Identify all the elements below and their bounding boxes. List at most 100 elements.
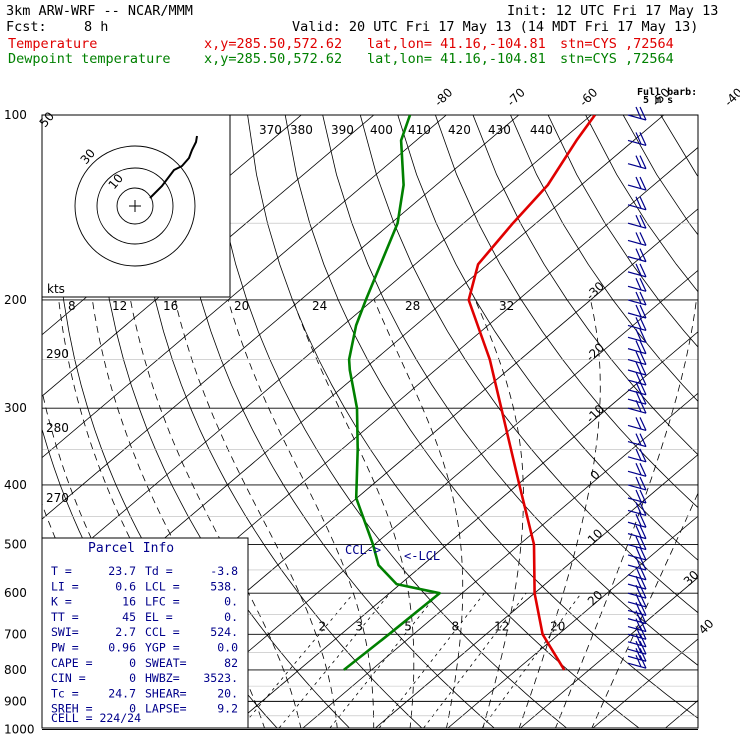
wind-barb-flag <box>639 390 647 405</box>
moist-adiabat-line <box>42 389 193 728</box>
model-title: 3km ARW-WRF -- NCAR/MMM <box>6 3 193 19</box>
wind-barb-flag <box>639 566 647 581</box>
parcel-value: 3523. <box>203 671 238 685</box>
ccl-annotation: CCL-> <box>345 543 381 557</box>
isotherm-label: -30 <box>583 279 607 303</box>
wind-barb-staff <box>627 521 647 528</box>
hodograph-speed-label: 12 <box>112 299 127 313</box>
wind-barb-staff <box>627 379 647 386</box>
wind-barb <box>627 514 647 528</box>
temperature-station: stn=CYS ,72564 <box>560 36 674 52</box>
theta-label: 420 <box>448 123 471 137</box>
wind-barb-flag <box>639 317 647 331</box>
wind-barb-flag <box>635 329 642 342</box>
wind-barb-flag <box>635 351 642 364</box>
mixing-ratio-line <box>278 592 391 728</box>
isotherm-line <box>42 115 447 459</box>
isotherm-label: 10 <box>585 526 606 547</box>
wind-barb-staff <box>627 239 647 247</box>
dewpoint-profile <box>343 115 441 671</box>
wind-barb-staff <box>627 285 647 292</box>
mixing-ratio-label: 3 <box>355 619 363 633</box>
parcel-label: SWI= <box>51 625 79 639</box>
hodograph-speed-label: 8 <box>68 299 76 313</box>
wind-barb-staff <box>627 509 647 516</box>
wind-barb-flag <box>635 476 642 489</box>
wind-barb-staff <box>627 543 647 551</box>
isotherm-label: 20 <box>585 588 606 609</box>
wind-barb-flag <box>639 304 647 319</box>
wind-barb-staff <box>627 407 647 414</box>
wind-barb-flag <box>639 556 647 571</box>
wind-barb-staff <box>627 456 647 463</box>
parcel-info-title: Parcel Info <box>88 541 174 556</box>
wind-barb <box>627 399 647 414</box>
wind-barb-flag <box>639 351 647 365</box>
wind-barb-flag <box>635 176 642 189</box>
mixing-ratio-line <box>240 592 354 728</box>
wind-barb-flag <box>639 176 647 191</box>
moist-adiabat-line <box>174 299 338 728</box>
wind-barb-flag <box>639 196 647 211</box>
parcel-label: LI = <box>51 579 79 593</box>
wind-barb-flag <box>635 448 642 461</box>
isotherm-line <box>302 392 698 728</box>
hodograph-speed-label: 16 <box>163 299 178 313</box>
wind-barb-flag <box>635 263 642 276</box>
wind-barb-staff <box>627 324 647 331</box>
wind-barb <box>627 654 647 669</box>
parcel-value: 0.0 <box>217 641 238 655</box>
dry-adiabat-line <box>660 115 698 178</box>
dry-adiabat-line <box>359 115 698 614</box>
wind-barb <box>627 476 647 491</box>
mixing-ratio-label: 5 <box>404 619 412 633</box>
dry-adiabat-line <box>547 115 698 348</box>
wind-barb <box>627 248 647 263</box>
wind-barb-flag <box>639 329 647 343</box>
theta-side-label: 280 <box>46 421 69 435</box>
theta-side-label: 270 <box>46 491 69 505</box>
barb-label-1: Full barb: <box>637 87 697 98</box>
wind-barb-staff <box>627 312 647 319</box>
hodograph-ring <box>96 167 174 245</box>
wind-barb-staff <box>627 348 647 355</box>
parcel-value: 0 <box>129 702 136 716</box>
wind-barb-flag <box>639 602 647 616</box>
wind-barb-flag <box>635 196 642 209</box>
wind-barb <box>627 232 647 247</box>
wind-barb-flag <box>635 546 642 559</box>
parcel-label: PW = <box>51 641 79 655</box>
parcel-value: 0. <box>224 595 238 609</box>
pressure-tick-label: 600 <box>4 586 27 600</box>
wind-barb <box>627 291 647 306</box>
wind-barb <box>627 371 647 386</box>
wind-barb-flag <box>639 626 647 640</box>
pressure-tick-label: 700 <box>4 627 27 641</box>
dewpoint-legend: Dewpoint temperature <box>8 51 171 67</box>
parcel-label: LFC = <box>145 595 180 609</box>
wind-barb <box>627 132 647 147</box>
init-time: Init: 12 UTC Fri 17 May 13 <box>507 3 719 19</box>
dry-adiabat-line <box>247 115 640 728</box>
wind-barb-flag <box>639 155 647 169</box>
parcel-label: LAPSE= <box>145 702 187 716</box>
parcel-value: 0.96 <box>108 641 136 655</box>
forecast-label: Fcst: <box>6 19 47 35</box>
wind-barb-staff <box>627 271 647 278</box>
wind-barb-flag <box>635 536 642 549</box>
dry-adiabat-line <box>284 115 698 719</box>
wind-barb <box>627 463 647 477</box>
wind-barb-flag <box>635 648 642 660</box>
parcel-label: SHEAR= <box>145 686 187 700</box>
wind-barb-flag <box>635 417 642 430</box>
wind-barb <box>627 214 647 229</box>
parcel-value: 538. <box>210 579 238 593</box>
moist-adiabat-line <box>518 299 601 728</box>
mixing-ratio-label: 20 <box>550 619 565 633</box>
barb-label-2: 5 m s <box>643 95 673 106</box>
isotherm-line <box>375 454 698 728</box>
theta-label: 440 <box>530 123 553 137</box>
pressure-tick-label: 1000 <box>4 723 35 737</box>
parcel-label: Tc = <box>51 686 79 700</box>
isotherm-label: -10 <box>583 402 607 426</box>
